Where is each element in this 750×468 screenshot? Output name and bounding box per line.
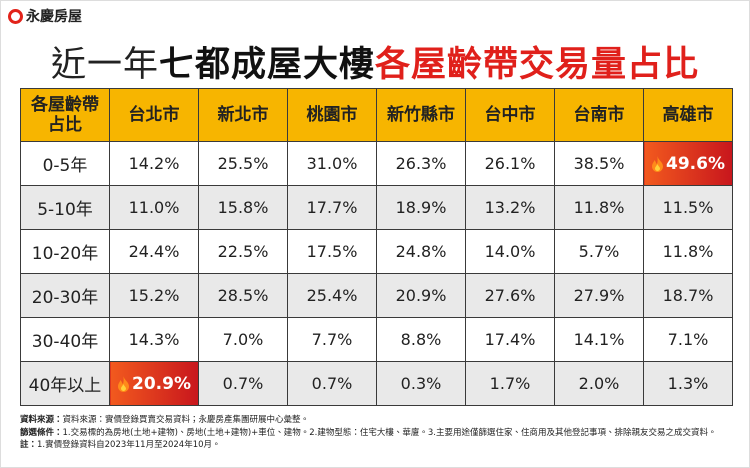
cell: 0.7% (287, 361, 377, 406)
cell: 17.4% (465, 317, 555, 362)
column-header: 台北市 (109, 88, 199, 142)
table-row: 40年以上 20.9% 0.7% 0.7% 0.3% 1.7% 2.0% 1.3% (20, 361, 733, 406)
column-header: 高雄市 (643, 88, 733, 142)
cell: 28.5% (198, 273, 288, 318)
note-text: 1.交易標的為房地(土地+建物)、房地(土地+建物)+車位、建物。2.建物型態：… (62, 427, 717, 438)
cell: 17.5% (287, 229, 377, 274)
cell: 1.3% (643, 361, 733, 406)
cell: 11.8% (554, 185, 644, 230)
cell: 17.7% (287, 185, 377, 230)
cell: 20.9% (376, 273, 466, 318)
logo-icon (8, 8, 23, 24)
column-header: 桃園市 (287, 88, 377, 142)
cell: 18.7% (643, 273, 733, 318)
cell: 25.4% (287, 273, 377, 318)
column-header: 台南市 (554, 88, 644, 142)
title: 近一年七都成屋大樓各屋齡帶交易量占比 (0, 36, 750, 87)
header-row: 各屋齡帶 占比 台北市 新北市 桃園市 新竹縣市 台中市 台南市 高雄市 (20, 88, 733, 142)
note-label: 篩選條件： (20, 427, 63, 438)
logo-text: 永慶房屋 (26, 9, 82, 25)
cell: 24.4% (109, 229, 199, 274)
cell: 1.7% (465, 361, 555, 406)
note-text: 1.實價登錄資料自2023年11月至2024年10月。 (37, 440, 221, 450)
note: 篩選條件：1.交易標的為房地(土地+建物)、房地(土地+建物)+車位、建物。2.… (20, 427, 740, 440)
cell: 0.7% (198, 361, 288, 406)
table-row: 20-30年 15.2% 28.5% 25.4% 20.9% 27.6% 27.9% 18.7… (20, 273, 733, 318)
note: 資料來源：資料來源：實價登錄買賣交易資料；永慶房產集團研展中心彙整。 (20, 414, 740, 427)
cell-value: 20.9% (132, 373, 191, 394)
table-row: 0-5年 14.2% 25.5% 31.0% 26.3% 26.1% 38.5% 49.6% (20, 141, 733, 186)
row-label: 30-40年 (20, 317, 110, 362)
note: 註：1.實價登錄資料自2023年11月至2024年10月。 (20, 439, 740, 452)
note-text: 資料來源：實價登錄買賣交易資料；永慶房產集團研展中心彙整。 (62, 415, 310, 425)
row-label: 0-5年 (20, 141, 110, 186)
row-label: 20-30年 (20, 273, 110, 318)
column-header: 新北市 (198, 88, 288, 142)
cell: 11.5% (643, 185, 733, 230)
cell: 31.0% (287, 141, 377, 186)
table-body: 0-5年 14.2% 25.5% 31.0% 26.3% 26.1% 38.5% 49.6% 5… (20, 141, 733, 406)
cell: 5.7% (554, 229, 644, 274)
cell: 7.0% (198, 317, 288, 362)
corner-header: 各屋齡帶 占比 (20, 88, 110, 142)
cell: 11.0% (109, 185, 199, 230)
cell-value: 49.6% (666, 153, 725, 174)
cell: 14.1% (554, 317, 644, 362)
notes: 資料來源：資料來源：實價登錄買賣交易資料；永慶房產集團研展中心彙整。 篩選條件：1… (20, 414, 740, 452)
cell: 8.8% (376, 317, 466, 362)
row-label: 10-20年 (20, 229, 110, 274)
logo: 永慶房屋 (8, 6, 82, 26)
row-label: 5-10年 (20, 185, 110, 230)
table-row: 5-10年 11.0% 15.8% 17.7% 18.9% 13.2% 11.8% 11.5% (20, 185, 733, 230)
cell: 15.2% (109, 273, 199, 318)
cell: 14.0% (465, 229, 555, 274)
row-label: 40年以上 (20, 361, 110, 406)
cell: 27.6% (465, 273, 555, 318)
title-part: 各屋齡帶交易量占比 (375, 45, 700, 85)
title-part: 近一年 (50, 45, 159, 85)
cell: 7.7% (287, 317, 377, 362)
cell-highlight: 49.6% (643, 141, 733, 186)
column-header: 新竹縣市 (376, 88, 466, 142)
cell: 15.8% (198, 185, 288, 230)
cell: 24.8% (376, 229, 466, 274)
cell: 14.3% (109, 317, 199, 362)
cell: 26.1% (465, 141, 555, 186)
cell: 38.5% (554, 141, 644, 186)
flame-icon (652, 155, 663, 172)
table-row: 30-40年 14.3% 7.0% 7.7% 8.8% 17.4% 14.1% 7.1% (20, 317, 733, 362)
table: 各屋齡帶 占比 台北市 新北市 桃園市 新竹縣市 台中市 台南市 高雄市 0-5年 14.2% 25… (20, 88, 733, 406)
table-row: 10-20年 24.4% 22.5% 17.5% 24.8% 14.0% 5.7% 11.8% (20, 229, 733, 274)
cell: 13.2% (465, 185, 555, 230)
note-label: 註： (20, 440, 38, 450)
cell: 27.9% (554, 273, 644, 318)
cell: 25.5% (198, 141, 288, 186)
column-header: 台中市 (465, 88, 555, 142)
flame-icon (118, 375, 129, 392)
cell: 0.3% (376, 361, 466, 406)
title-part: 七都成屋大樓 (158, 45, 375, 85)
cell: 26.3% (376, 141, 466, 186)
cell: 18.9% (376, 185, 466, 230)
cell: 2.0% (554, 361, 644, 406)
note-label: 資料來源： (20, 415, 63, 425)
cell: 22.5% (198, 229, 288, 274)
cell: 14.2% (109, 141, 199, 186)
cell-highlight: 20.9% (109, 361, 199, 406)
cell: 11.8% (643, 229, 733, 274)
cell: 7.1% (643, 317, 733, 362)
